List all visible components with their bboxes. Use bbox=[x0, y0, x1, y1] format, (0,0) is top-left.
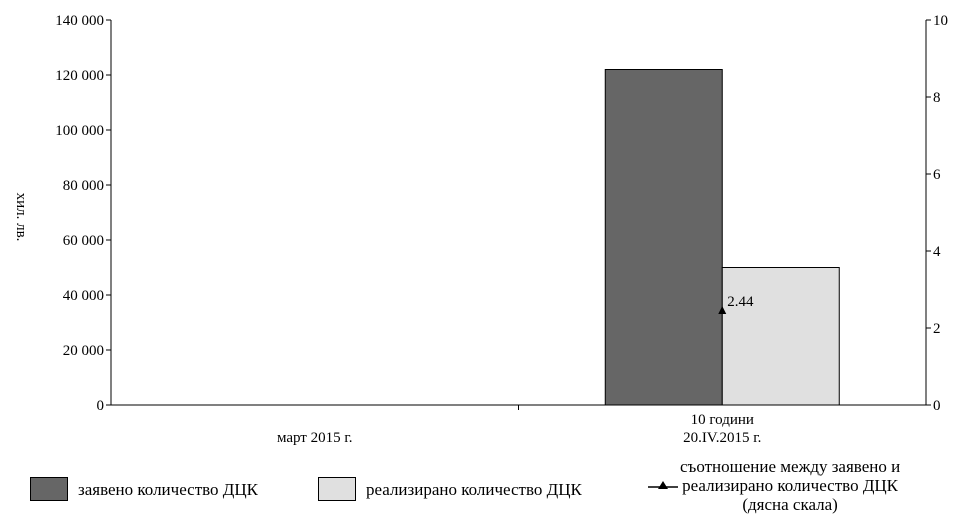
left-axis-tick-label: 80 000 bbox=[63, 178, 104, 194]
legend-item-requested: заявено количество ДЦК bbox=[30, 477, 258, 501]
left-axis-tick-label: 40 000 bbox=[63, 288, 104, 304]
y-axis-label: хил. лв. bbox=[13, 193, 29, 242]
x-axis: март 2015 г. 10 години 20.IV.2015 г. bbox=[111, 404, 926, 446]
legend-swatch-requested bbox=[30, 477, 68, 501]
x-axis-tick-label: март 2015 г. bbox=[277, 430, 353, 446]
legend-swatch-realized bbox=[318, 477, 356, 501]
legend-item-ratio: съотношение между заявено и реализирано … bbox=[648, 457, 900, 514]
bar-realized bbox=[721, 267, 840, 406]
line-markers: 2.44 bbox=[718, 294, 754, 315]
right-axis-tick-label: 8 bbox=[933, 90, 941, 106]
legend: заявено количество ДЦК реализирано колич… bbox=[0, 455, 954, 517]
ratio-data-label: 2.44 bbox=[727, 294, 754, 310]
legend-item-realized: реализирано количество ДЦК bbox=[318, 477, 582, 501]
right-axis-tick-label: 0 bbox=[933, 398, 941, 414]
right-axis-tick-label: 2 bbox=[933, 321, 941, 337]
right-axis-tick-label: 10 bbox=[933, 13, 948, 29]
left-axis-tick-label: 140 000 bbox=[55, 13, 104, 29]
legend-label-ratio: съотношение между заявено и реализирано … bbox=[680, 457, 901, 514]
legend-line-marker-icon bbox=[648, 479, 678, 493]
left-axis-tick-label: 100 000 bbox=[55, 123, 104, 139]
bars bbox=[604, 69, 840, 406]
bar-requested bbox=[604, 69, 723, 406]
left-axis-tick-label: 20 000 bbox=[63, 343, 104, 359]
right-y-axis: 0 2 4 6 8 10 bbox=[925, 13, 948, 414]
chart: 0 20 000 40 000 60 000 80 000 100 000 120 000 1… bbox=[13, 13, 948, 446]
left-axis-tick-label: 0 bbox=[97, 398, 105, 414]
left-axis-tick-label: 60 000 bbox=[63, 233, 104, 249]
ratio-marker bbox=[718, 306, 727, 315]
right-axis-tick-label: 4 bbox=[933, 244, 941, 260]
x-axis-tick-label: 10 години 20.IV.2015 г. bbox=[683, 412, 761, 446]
left-y-axis: 0 20 000 40 000 60 000 80 000 100 000 120 000 1… bbox=[55, 13, 112, 414]
right-axis-tick-label: 6 bbox=[933, 167, 941, 183]
left-axis-tick-label: 120 000 bbox=[55, 68, 104, 84]
legend-label-requested: заявено количество ДЦК bbox=[78, 479, 259, 499]
legend-label-realized: реализирано количество ДЦК bbox=[366, 479, 582, 499]
